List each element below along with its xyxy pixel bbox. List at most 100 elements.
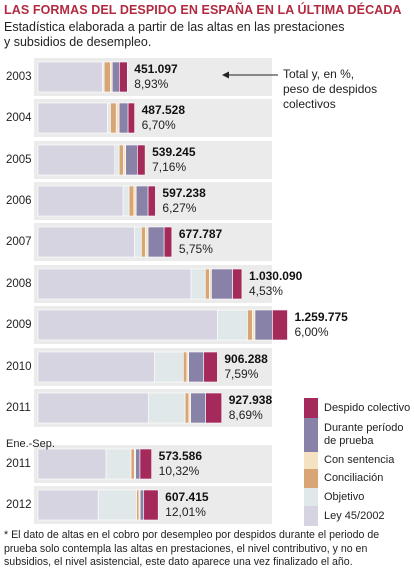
category-label: 2008: [6, 278, 32, 290]
total-label: 607.415: [165, 490, 209, 504]
bar-segment: [183, 351, 188, 383]
chart-subtitle: Estadística elaborada a partir de las al…: [4, 20, 345, 49]
legend-swatch: [304, 418, 318, 452]
bar-segment: [37, 351, 155, 383]
chart-title: LAS FORMAS DEL DESPIDO EN ESPAÑA EN LA Ú…: [4, 3, 402, 17]
bar-segment: [205, 392, 223, 424]
bar-segment: [232, 268, 243, 300]
total-label: 1.030.090: [249, 269, 303, 283]
bar-segment: [37, 268, 192, 300]
share-label: 7,16%: [152, 160, 186, 174]
category-label: 2011: [6, 458, 31, 470]
bar-segment: [125, 144, 138, 176]
annotation: colectivos: [283, 97, 336, 111]
bar-segment: [133, 185, 137, 217]
bar-segment: [137, 144, 146, 176]
legend-label: Ley 45/2002: [324, 509, 385, 522]
bar-segment: [163, 226, 173, 258]
share-label: 12,01%: [165, 505, 206, 519]
bar-segment: [37, 489, 99, 521]
annotation: Total y, en %,: [283, 67, 354, 81]
share-label: 6,00%: [294, 325, 328, 339]
bar-segment: [190, 392, 207, 424]
bar-segment: [135, 448, 141, 480]
bar-segment: [211, 268, 233, 300]
legend-swatch: [304, 469, 318, 488]
legend-label: Durante período de prueba: [324, 422, 404, 447]
share-label: 4,53%: [249, 284, 283, 298]
total-label: 927.938: [229, 393, 273, 407]
total-label: 487.528: [142, 103, 186, 117]
category-label: 2012: [6, 499, 32, 511]
footnote: * El dato de altas en el cobro por desem…: [4, 529, 380, 568]
legend-label: Con sentencia: [324, 454, 395, 466]
share-label: 8,69%: [229, 408, 263, 422]
bar-segment: [147, 226, 165, 258]
bar-segment: [97, 489, 137, 521]
total-label: 451.097: [134, 62, 178, 76]
category-label: 2003: [6, 71, 32, 83]
bar-segment: [37, 392, 149, 424]
category-label: 2010: [6, 361, 32, 373]
bar-segment: [115, 102, 120, 134]
bar-segment: [188, 351, 205, 383]
share-label: 10,32%: [159, 464, 200, 478]
bar-segment: [107, 102, 111, 134]
bar-segment: [247, 309, 253, 341]
bar-segment: [217, 309, 248, 341]
share-label: 6,27%: [162, 201, 196, 215]
total-label: 906.288: [224, 352, 268, 366]
bar-segment: [154, 351, 184, 383]
bar-segment: [184, 392, 190, 424]
bar-segment: [205, 268, 210, 300]
bar-segment: [141, 226, 146, 258]
bar-segment: [134, 226, 142, 258]
bar-segment: [190, 268, 206, 300]
legend-swatch: [304, 452, 318, 469]
bar-segment: [135, 185, 149, 217]
bar-segment: [127, 102, 135, 134]
legend-label: Objetivo: [324, 490, 365, 503]
legend-swatch: [304, 506, 318, 526]
bar-segment: [203, 351, 218, 383]
bar-segment: [145, 226, 149, 258]
bar-segment: [114, 144, 120, 176]
category-label: 2011: [6, 402, 31, 414]
bar-segment: [110, 102, 117, 134]
total-label: 573.586: [159, 449, 203, 463]
share-label: 6,70%: [142, 118, 176, 132]
bar-segment: [139, 489, 145, 521]
group-label: Ene.-Sep.: [6, 438, 55, 450]
bar-segment: [136, 489, 140, 521]
bar-segment: [119, 61, 128, 93]
bar-segment: [37, 61, 103, 93]
bar-segment: [123, 144, 127, 176]
total-label: 1.259.775: [294, 310, 348, 324]
bar-segment: [147, 185, 156, 217]
bar-segment: [37, 185, 124, 217]
category-label: 2009: [6, 319, 32, 331]
legend-label: Despido colectivo: [324, 401, 411, 414]
legend-swatch: [304, 488, 318, 506]
bar-segment: [130, 448, 135, 480]
bar-segment: [37, 144, 116, 176]
bar-segment: [128, 185, 135, 217]
category-label: 2007: [6, 236, 32, 248]
bar-segment: [143, 489, 159, 521]
bar-segment: [254, 309, 273, 341]
bar-segment: [37, 309, 218, 341]
total-label: 597.238: [162, 186, 206, 200]
bar-segment: [111, 61, 120, 93]
bar-segment: [105, 448, 132, 480]
bar-segment: [122, 185, 130, 217]
bar-segment: [118, 144, 124, 176]
category-label: 2005: [6, 154, 32, 166]
bar-segment: [37, 102, 108, 134]
category-label: 2006: [6, 195, 32, 207]
share-label: 8,93%: [134, 77, 168, 91]
bar-segment: [139, 448, 152, 480]
bar-segment: [37, 226, 135, 258]
annotation-arrowhead: [222, 71, 229, 79]
